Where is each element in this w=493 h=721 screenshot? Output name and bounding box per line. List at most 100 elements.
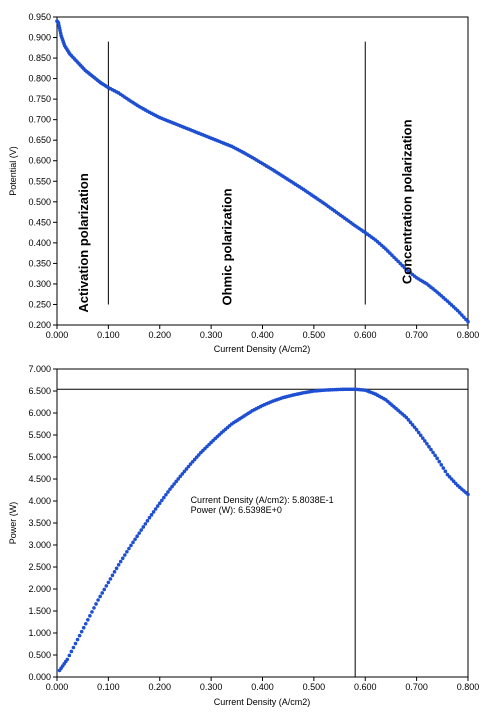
power-data-point <box>131 540 135 545</box>
power-data-point <box>83 621 88 626</box>
power-data-point <box>143 522 148 526</box>
power-data-point <box>466 492 470 497</box>
power-data-point <box>439 463 444 467</box>
polarization-y-tick-label: 0.650 <box>28 135 51 145</box>
power-data-point <box>127 546 131 551</box>
power-x-axis-title: Current Density (A/cm2) <box>214 697 311 707</box>
polarization-data-point <box>466 319 470 324</box>
power-data-point <box>104 584 109 588</box>
polarization-x-tick-label: 0.100 <box>97 330 120 340</box>
power-y-tick-label: 1.500 <box>28 606 51 616</box>
polarization-x-tick-label: 0.300 <box>200 330 223 340</box>
power-data-point <box>182 469 187 474</box>
power-data-point <box>174 479 178 484</box>
power-x-tick-label: 0.200 <box>148 682 171 692</box>
power-data-point <box>420 436 425 440</box>
polarization-y-tick-label: 0.950 <box>28 12 51 22</box>
power-data-point <box>135 534 139 538</box>
power-data-point <box>172 482 176 486</box>
power-x-tick-label: 0.000 <box>46 682 69 692</box>
power-data-point <box>180 472 185 476</box>
power-data-point <box>188 462 193 466</box>
power-data-point <box>197 453 201 457</box>
power-data-point <box>443 469 448 474</box>
power-y-tick-label: 4.500 <box>28 474 51 484</box>
power-data-point <box>194 455 199 459</box>
power-data-point <box>106 580 111 585</box>
polarization-x-axis-title: Current Density (A/cm2) <box>214 344 311 354</box>
power-data-point <box>418 433 423 438</box>
power-data-point <box>147 515 152 520</box>
polarization-y-tick-label: 0.300 <box>28 279 51 289</box>
power-data-point <box>170 484 174 489</box>
power-data-point <box>75 637 80 642</box>
power-x-tick-label: 0.400 <box>251 682 274 692</box>
polarization-y-tick-label: 0.750 <box>28 94 51 104</box>
power-data-point <box>90 610 94 614</box>
power-data-point <box>423 439 427 443</box>
power-data-point <box>406 418 411 422</box>
polarization-x-tick-label: 0.700 <box>405 330 428 340</box>
power-y-tick-label: 5.000 <box>28 452 51 462</box>
power-y-axis-title: Power (W) <box>8 502 18 545</box>
power-data-point <box>184 467 189 471</box>
power-data-point <box>112 570 117 574</box>
polarization-x-tick-label: 0.000 <box>46 330 69 340</box>
power-data-point <box>77 633 82 638</box>
power-marks: 0.000 0.100 0.200 0.300 0.400 0.500 0.600 0.700… <box>28 364 479 692</box>
power-data-point <box>151 510 156 514</box>
power-data-point <box>162 495 166 500</box>
power-data-point <box>416 430 421 435</box>
polarization-y-tick-label: 0.400 <box>28 238 51 248</box>
power-data-point <box>176 477 181 481</box>
polarization-y-tick-label: 0.850 <box>28 53 51 63</box>
power-y-tick-label: 6.000 <box>28 408 51 418</box>
power-data-point <box>435 456 439 461</box>
power-y-tick-label: 6.500 <box>28 386 51 396</box>
polarization-y-tick-label: 0.550 <box>28 176 51 186</box>
region-label-1: Ohmic polarization <box>220 188 235 305</box>
region-label-2: Concentration polarization <box>400 119 415 284</box>
power-y-tick-label: 7.000 <box>28 364 51 374</box>
polarization-x-tick-label: 0.500 <box>303 330 326 340</box>
power-data-point <box>155 504 160 508</box>
power-data-point <box>139 528 144 532</box>
polarization-y-tick-label: 0.350 <box>28 258 51 268</box>
power-y-tick-label: 2.000 <box>28 584 51 594</box>
polarization-y-tick-label: 0.500 <box>28 197 51 207</box>
power-data-point <box>73 641 78 646</box>
polarization-x-tick-label: 0.600 <box>354 330 377 340</box>
polarization-marks: 0.000 0.100 0.200 0.300 0.400 0.500 0.600 0.700… <box>28 12 479 340</box>
power-data-point <box>102 587 107 592</box>
power-data-point <box>65 657 70 662</box>
polarization-y-tick-label: 0.700 <box>28 115 51 125</box>
power-x-tick-label: 0.100 <box>97 682 120 692</box>
power-y-tick-label: 0.500 <box>28 650 51 660</box>
power-data-point <box>96 598 100 602</box>
polarization-y-axis-title: Potential (V) <box>8 146 18 196</box>
power-data-point <box>88 614 92 618</box>
power-data-point <box>71 645 76 650</box>
power-data-point <box>425 442 429 446</box>
power-data-point <box>408 420 413 425</box>
power-data-point <box>129 543 133 548</box>
polarization-y-tick-label: 0.800 <box>28 74 51 84</box>
power-data-point <box>437 459 442 464</box>
power-data-point <box>118 559 123 564</box>
power-data-point <box>414 427 419 432</box>
power-y-tick-label: 0.000 <box>28 672 51 682</box>
power-x-tick-label: 0.700 <box>405 682 428 692</box>
power-data-point <box>141 525 146 529</box>
power-data-point <box>157 501 162 506</box>
power-data-point <box>125 549 129 554</box>
power-x-tick-label: 0.800 <box>457 682 480 692</box>
power-x-tick-label: 0.600 <box>354 682 377 692</box>
polarization-y-tick-label: 0.200 <box>28 320 51 330</box>
crosshair-annotation-line: Power (W): 6.5398E+0 <box>191 505 282 515</box>
power-data-point <box>149 513 154 517</box>
power-data-point <box>404 415 409 420</box>
region-label-0: Activation polarization <box>76 173 91 312</box>
polarization-x-tick-label: 0.400 <box>251 330 274 340</box>
polarization-y-tick-label: 0.450 <box>28 217 51 227</box>
